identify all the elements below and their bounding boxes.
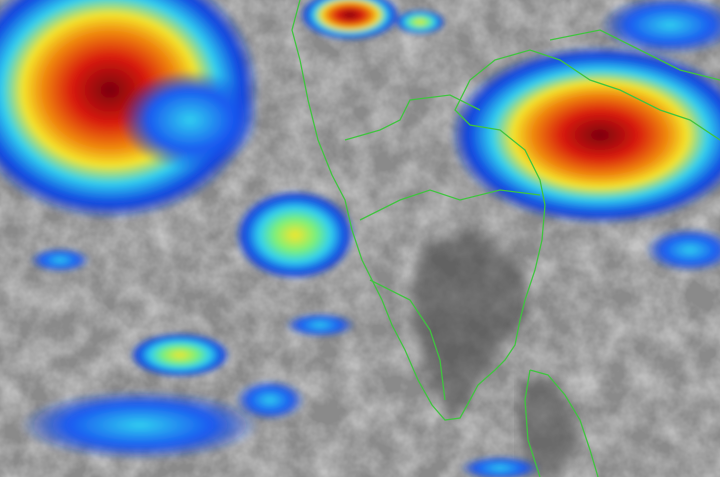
offshore-small-cell bbox=[285, 313, 355, 337]
land-dark-region bbox=[410, 230, 530, 420]
northwest-cell-extension bbox=[120, 70, 260, 170]
state-border-north bbox=[344, 94, 481, 141]
northeast-cell bbox=[600, 0, 720, 55]
sri-lanka-coastline-west bbox=[524, 369, 541, 477]
east-cell bbox=[645, 228, 720, 272]
sri-lanka-region bbox=[520, 380, 580, 477]
west-small-cell bbox=[30, 248, 90, 272]
south-cell bbox=[460, 456, 540, 477]
southwest-band bbox=[20, 390, 260, 460]
coastline-group bbox=[291, 0, 720, 477]
state-border-mid bbox=[359, 189, 541, 221]
sri-lanka-coastline-east bbox=[529, 369, 599, 477]
offshore-kerala-band bbox=[235, 190, 355, 280]
north-coast-cell bbox=[300, 0, 400, 40]
state-border-northeast bbox=[549, 29, 720, 81]
north-small-cell bbox=[395, 10, 445, 34]
india-coastline bbox=[291, 0, 720, 421]
bay-of-bengal-cell bbox=[450, 45, 720, 225]
arabian-sea-small-cell bbox=[130, 333, 230, 377]
state-border-kerala bbox=[369, 279, 446, 401]
southwest-band-east bbox=[235, 380, 305, 420]
